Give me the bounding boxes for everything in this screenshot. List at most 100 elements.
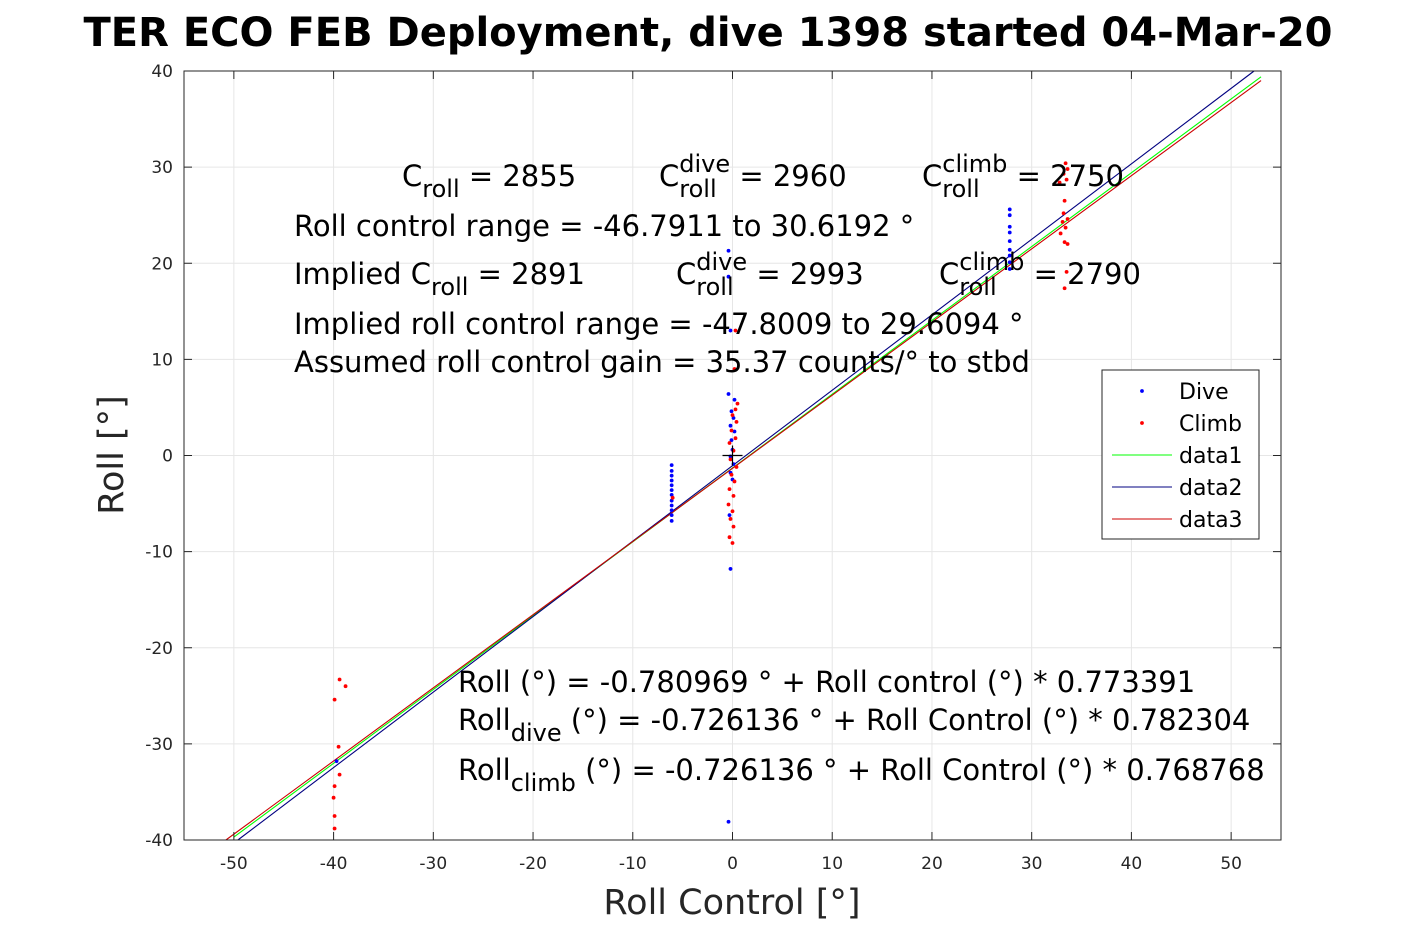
annotations: Croll = 2855 Cdive roll = 2960 Cclimb roll =…: [294, 150, 1265, 797]
legend-label: data2: [1179, 476, 1243, 501]
data-point-climb: [1063, 225, 1068, 230]
axis-ticks: -50 -40 -30 -20 -10 0 10 20 30 40 50 -40 -30 -20 -10 0 1…: [145, 62, 1281, 874]
data-point-climb: [732, 479, 737, 484]
data-point-climb: [1062, 240, 1067, 245]
legend-label: Dive: [1179, 380, 1229, 405]
data-point-dive: [669, 488, 674, 493]
legend-label: data3: [1179, 508, 1243, 533]
data-point-climb: [733, 328, 738, 333]
y-axis-title: Roll [°]: [92, 395, 132, 515]
data-point-climb: [730, 541, 735, 545]
data-point-dive: [669, 468, 674, 473]
data-point-dive: [726, 274, 731, 279]
data-point-climb: [728, 517, 733, 521]
data-point-climb: [1062, 286, 1067, 291]
data-point-dive: [1007, 207, 1012, 212]
data-point-climb: [670, 495, 675, 500]
data-point-climb: [732, 367, 737, 371]
data-point-dive: [726, 819, 731, 824]
data-point-climb: [1061, 171, 1066, 176]
data-point-dive: [1007, 260, 1012, 265]
data-point-dive: [1007, 224, 1012, 229]
data-point-dive: [669, 463, 674, 468]
data-point-dive: [1007, 247, 1012, 252]
data-point-climb: [734, 419, 739, 424]
data-point-dive: [669, 478, 674, 483]
data-point-climb: [1062, 198, 1067, 203]
data-point-dive: [669, 473, 674, 478]
x-tick-label: -50: [220, 854, 248, 874]
y-tick-label: 20: [151, 254, 173, 274]
data-point-dive: [669, 508, 674, 513]
data-point-climb: [729, 472, 734, 477]
data-point-climb: [733, 436, 738, 441]
fit-equation-label: Roll (°) = -0.780969 ° + Roll control (°…: [458, 665, 1195, 699]
legend-label: Climb: [1179, 412, 1242, 437]
data-point-dive: [1007, 239, 1012, 244]
data-point-climb: [733, 407, 738, 412]
fit-line-data2: [237, 70, 1255, 841]
fit-climb-equation-label: Rollclimb (°) = -0.726136 ° + Roll Contr…: [458, 753, 1265, 797]
data-point-climb: [337, 772, 342, 777]
y-tick-label: -20: [145, 639, 173, 659]
implied-coefficient-label: Cclimb roll = 2790: [939, 248, 1141, 301]
y-tick-label: -30: [145, 735, 173, 755]
implied-range-label: Implied roll control range = -47.8009 to…: [294, 307, 1024, 341]
data-point-climb: [332, 814, 337, 818]
data-point-dive: [726, 248, 731, 253]
x-tick-label: 0: [727, 854, 738, 874]
implied-coefficient-label: Cdive roll = 2993: [676, 248, 864, 301]
data-point-climb: [727, 441, 732, 445]
data-point-climb: [727, 535, 732, 540]
fit-dive-equation-label: Rolldive (°) = -0.726136 ° + Roll Contro…: [458, 703, 1250, 747]
coefficient-label: Croll = 2855: [402, 159, 576, 203]
x-tick-label: -10: [619, 854, 647, 874]
data-point-climb: [735, 401, 740, 406]
data-point-dive: [669, 493, 674, 497]
data-point-climb: [332, 826, 337, 831]
coefficient-label: Cdive roll = 2960: [659, 150, 847, 203]
data-point-climb: [1061, 211, 1066, 216]
y-tick-label: 10: [151, 350, 173, 370]
data-point-climb: [1064, 177, 1069, 182]
x-axis-title: Roll Control [°]: [603, 883, 860, 923]
data-point-dive: [731, 416, 736, 420]
data-point-climb: [730, 413, 735, 418]
x-tick-label: -40: [320, 854, 348, 874]
data-point-dive: [728, 328, 733, 333]
data-point-dive: [732, 397, 737, 402]
data-point-climb: [1065, 242, 1070, 246]
data-point-climb: [336, 744, 341, 749]
legend-marker-climb: [1140, 421, 1144, 425]
data-point-dive: [669, 503, 674, 508]
data-point-dive: [669, 513, 674, 517]
data-point-dive: [669, 518, 674, 523]
data-point-climb: [332, 697, 337, 702]
roll-control-range-label: Roll control range = -46.7911 to 30.6192…: [294, 209, 914, 243]
data-point-climb: [1065, 217, 1070, 221]
x-tick-label: -30: [419, 854, 447, 874]
y-tick-label: 30: [151, 158, 173, 178]
data-point-dive: [669, 498, 674, 503]
data-point-climb: [730, 509, 735, 514]
roll-gain-label: Assumed roll control gain = 35.37 counts…: [294, 345, 1030, 379]
data-point-dive: [729, 409, 734, 414]
x-tick-label: 10: [821, 854, 843, 874]
y-tick-label: -10: [145, 543, 173, 563]
fit-lines: [225, 70, 1262, 841]
chart-title: TER ECO FEB Deployment, dive 1398 starte…: [83, 10, 1332, 56]
data-point-climb: [343, 684, 348, 689]
data-point-dive: [1007, 253, 1012, 258]
data-point-climb: [731, 524, 736, 529]
legend-label: data1: [1179, 444, 1243, 469]
data-point-climb: [1064, 270, 1069, 274]
x-tick-label: 30: [1021, 854, 1043, 874]
implied-coefficient-label: Implied Croll = 2891: [294, 257, 585, 301]
fit-line-data3: [225, 80, 1262, 841]
data-point-dive: [726, 392, 731, 396]
data-point-dive: [728, 423, 733, 428]
x-tick-label: 40: [1121, 854, 1143, 874]
data-points: [331, 161, 1070, 831]
data-point-climb: [734, 465, 739, 469]
